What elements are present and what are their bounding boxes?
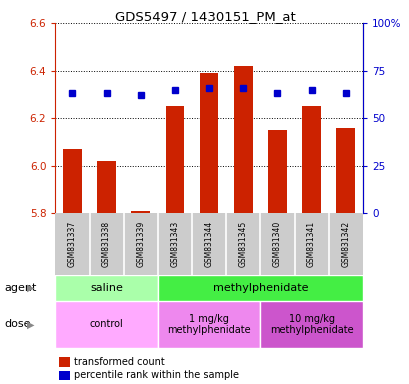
Bar bbox=[165, 106, 184, 213]
Bar bbox=[267, 130, 286, 213]
Bar bbox=[335, 127, 354, 213]
Bar bbox=[55, 275, 157, 301]
Bar bbox=[157, 301, 260, 348]
Text: saline: saline bbox=[90, 283, 123, 293]
Text: transformed count: transformed count bbox=[74, 357, 164, 367]
Text: control: control bbox=[90, 319, 123, 329]
Bar bbox=[55, 301, 157, 348]
Text: ▶: ▶ bbox=[27, 319, 34, 329]
Text: methylphenidate: methylphenidate bbox=[212, 283, 307, 293]
Text: GSM831342: GSM831342 bbox=[340, 221, 349, 267]
Text: GSM831337: GSM831337 bbox=[68, 221, 77, 267]
Text: GDS5497 / 1430151_PM_at: GDS5497 / 1430151_PM_at bbox=[115, 10, 294, 23]
Bar bbox=[97, 161, 116, 213]
Text: 10 mg/kg
methylphenidate: 10 mg/kg methylphenidate bbox=[269, 314, 353, 335]
Text: GSM831345: GSM831345 bbox=[238, 221, 247, 267]
Text: GSM831338: GSM831338 bbox=[102, 221, 111, 267]
Bar bbox=[233, 66, 252, 213]
Text: percentile rank within the sample: percentile rank within the sample bbox=[74, 370, 238, 381]
Text: GSM831340: GSM831340 bbox=[272, 221, 281, 267]
Bar bbox=[301, 106, 320, 213]
Text: GSM831343: GSM831343 bbox=[170, 221, 179, 267]
Text: GSM831344: GSM831344 bbox=[204, 221, 213, 267]
Text: GSM831339: GSM831339 bbox=[136, 221, 145, 267]
Text: ▶: ▶ bbox=[27, 283, 34, 293]
Text: agent: agent bbox=[4, 283, 36, 293]
Bar bbox=[63, 149, 82, 213]
Text: 1 mg/kg
methylphenidate: 1 mg/kg methylphenidate bbox=[167, 314, 250, 335]
Text: dose: dose bbox=[4, 319, 31, 329]
Bar bbox=[199, 73, 218, 213]
Bar bbox=[157, 275, 362, 301]
Bar bbox=[260, 301, 362, 348]
Bar bbox=[131, 211, 150, 213]
Text: GSM831341: GSM831341 bbox=[306, 221, 315, 267]
